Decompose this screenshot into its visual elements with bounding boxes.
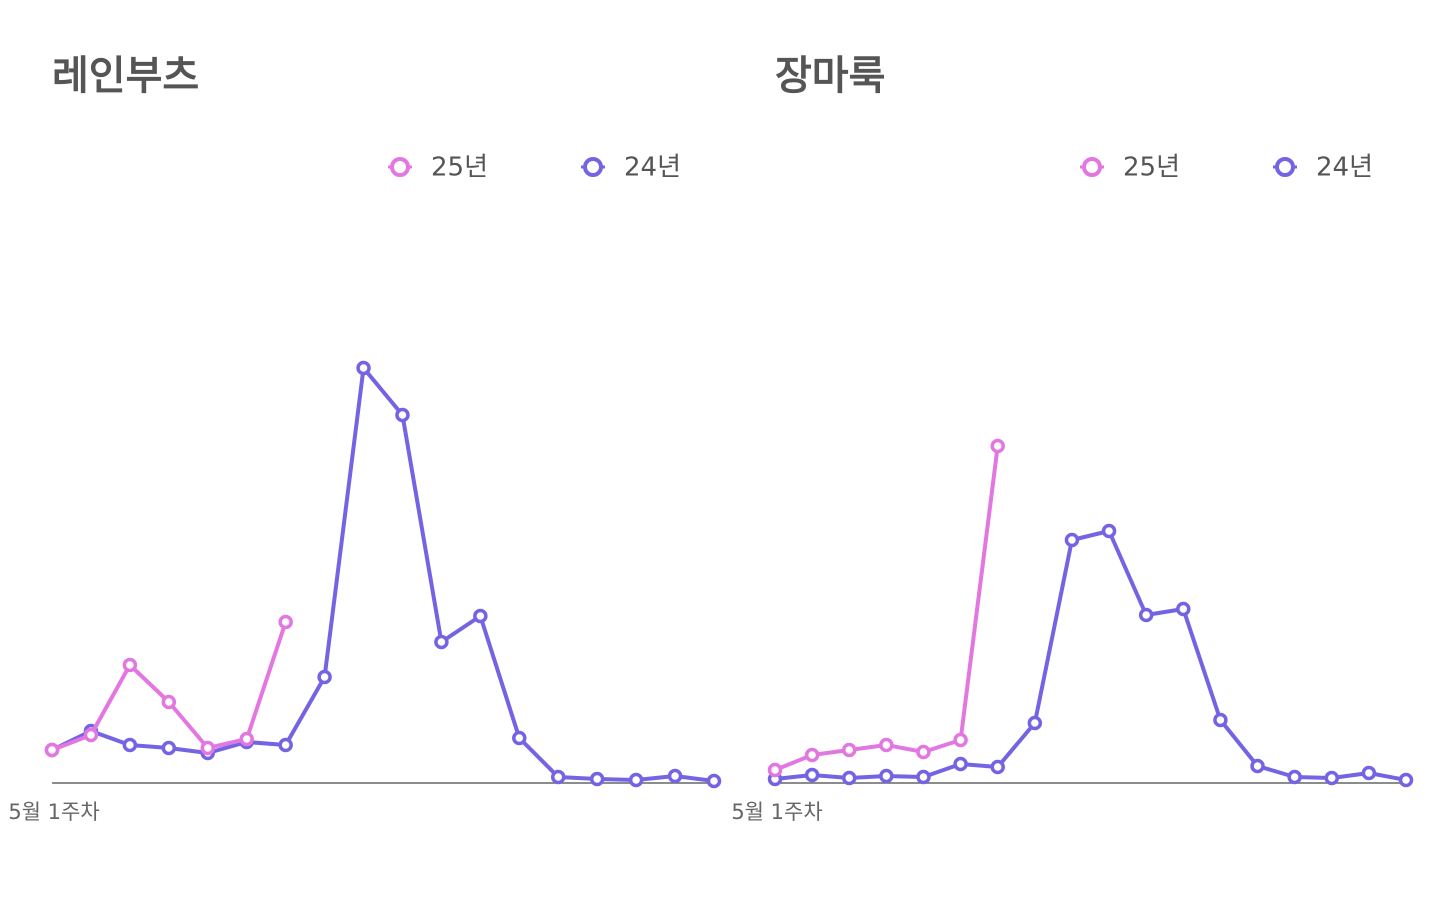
data-point xyxy=(278,614,293,630)
data-point xyxy=(473,608,488,624)
x-tick-label: 5월 1주차 xyxy=(8,800,99,824)
data-point xyxy=(161,694,177,710)
legend-item: 24년 xyxy=(581,153,681,183)
data-point xyxy=(1361,765,1377,781)
legend-label: 24년 xyxy=(1316,153,1373,183)
legend-marker xyxy=(390,157,410,177)
data-point xyxy=(916,769,931,785)
data-point xyxy=(841,770,857,786)
data-point xyxy=(990,759,1005,775)
legend-marker xyxy=(1275,157,1295,177)
data-point xyxy=(550,769,566,785)
legend-item: 25년 xyxy=(388,153,488,183)
data-point xyxy=(879,737,894,753)
data-point xyxy=(122,737,138,753)
data-point xyxy=(356,360,371,376)
legend-item: 24년 xyxy=(1273,153,1373,183)
data-point xyxy=(804,767,820,783)
data-point xyxy=(841,742,857,758)
data-point xyxy=(1101,523,1117,539)
data-point xyxy=(122,657,138,673)
data-point xyxy=(434,634,449,650)
data-point xyxy=(628,772,644,788)
legend-marker xyxy=(1082,157,1102,177)
legend-marker xyxy=(583,157,603,177)
data-point xyxy=(1138,607,1154,623)
data-point xyxy=(767,762,783,778)
legend-item: 25년 xyxy=(1080,153,1180,183)
data-point xyxy=(667,768,683,784)
data-point xyxy=(879,768,894,784)
data-point xyxy=(953,756,968,772)
series-line xyxy=(774,529,1407,782)
data-point xyxy=(317,669,332,685)
data-point xyxy=(1398,772,1414,788)
data-point xyxy=(953,732,968,748)
data-point xyxy=(1027,715,1043,731)
legend-label: 24년 xyxy=(624,153,681,183)
data-point xyxy=(1213,712,1228,728)
data-point xyxy=(239,731,254,747)
data-point xyxy=(1324,770,1340,786)
series-line xyxy=(51,366,715,783)
chart-title: 레인부츠 xyxy=(52,53,199,99)
data-point xyxy=(44,742,60,758)
data-point xyxy=(83,727,99,743)
data-point xyxy=(278,737,293,753)
data-point xyxy=(706,773,722,789)
series-line xyxy=(774,445,1000,772)
data-point xyxy=(200,740,216,756)
data-point xyxy=(1250,758,1265,774)
data-point xyxy=(1287,769,1302,785)
data-point xyxy=(512,730,527,746)
chart-title: 장마룩 xyxy=(775,53,885,99)
legend-label: 25년 xyxy=(1123,153,1180,183)
data-point xyxy=(161,740,177,756)
data-point xyxy=(804,747,820,763)
data-point xyxy=(916,744,931,760)
x-tick-label: 5월 1주차 xyxy=(731,800,822,824)
legend-label: 25년 xyxy=(431,153,488,183)
data-point xyxy=(395,407,410,423)
data-point xyxy=(990,438,1005,454)
data-point xyxy=(1176,601,1191,617)
data-point xyxy=(589,771,605,787)
data-point xyxy=(1064,532,1080,548)
